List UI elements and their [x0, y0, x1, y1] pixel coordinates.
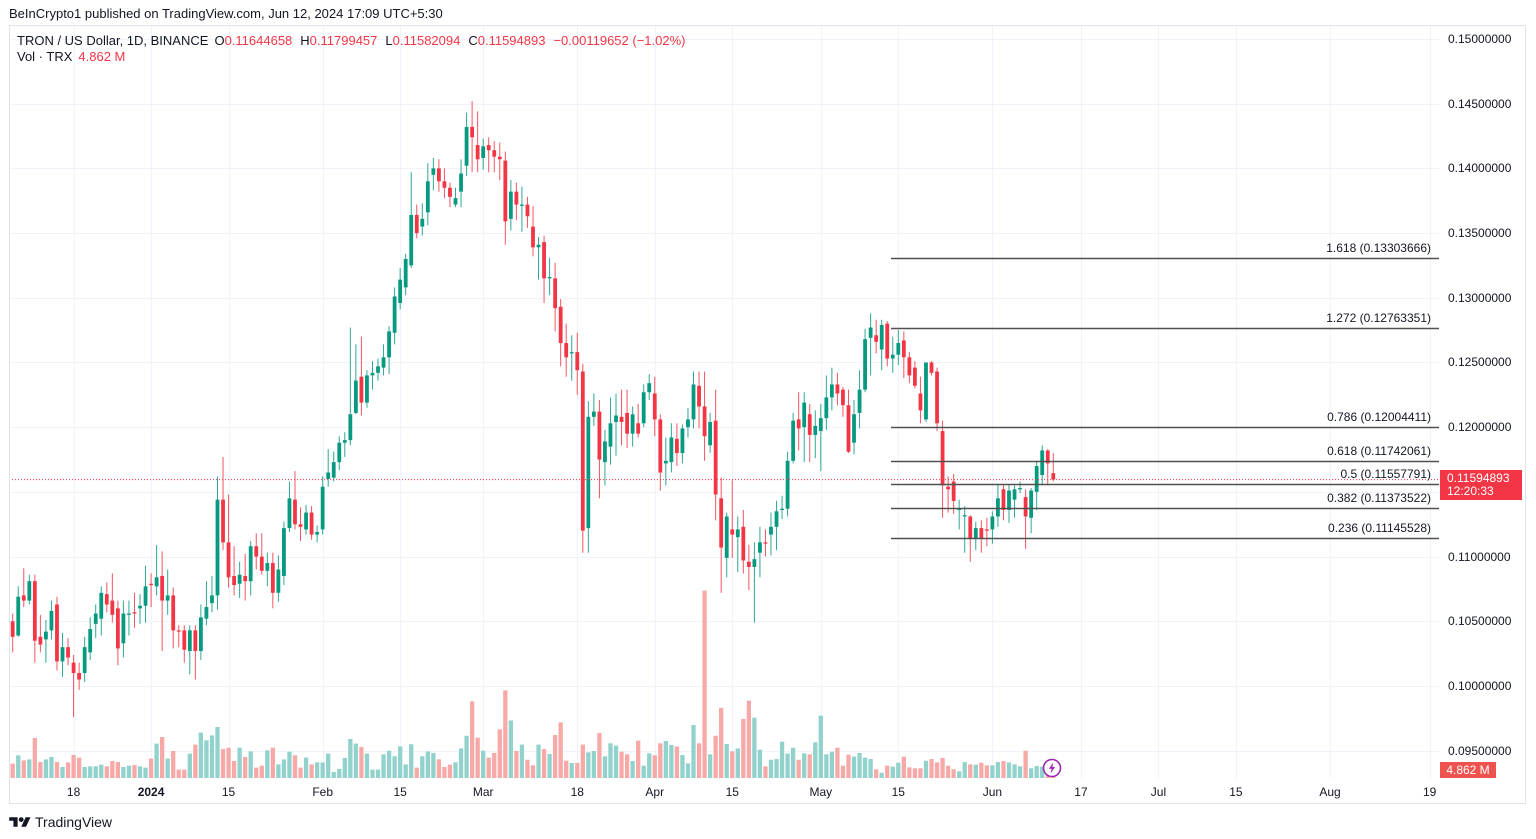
lightning-icon[interactable] [1042, 758, 1062, 778]
legend-open: O0.11644658 [214, 33, 292, 49]
last-price-value: 0.11594893 [1447, 471, 1510, 486]
time-axis-label: 15 [1229, 785, 1243, 799]
time-axis-label: Jun [982, 785, 1003, 799]
price-axis-label: 0.13000000 [1448, 290, 1512, 305]
time-axis-label: 17 [1074, 785, 1088, 799]
price-axis-label: 0.14000000 [1448, 161, 1512, 176]
time-axis-label: Apr [645, 785, 665, 799]
time-axis-label: 19 [1422, 785, 1437, 799]
time-axis-label: 15 [725, 785, 739, 799]
tradingview-brand-text: TradingView [35, 814, 113, 830]
bar-countdown: 12:20:33 [1447, 484, 1494, 499]
legend-low: L0.11582094 [385, 33, 460, 49]
time-axis[interactable]: 18 2024 15 Feb 15 Mar 18 Apr 15 May 15 Jun 17 Jul 15 Au… [9, 778, 1439, 804]
time-axis-label: 18 [570, 785, 584, 799]
fib-level-label: 1.272 (0.12763351) [1326, 310, 1431, 325]
time-axis-label: May [809, 785, 833, 799]
time-axis-label: 15 [221, 785, 236, 799]
chart-pane[interactable]: 1.618 (0.13303666) 1.272 (0.12763351) 0.78… [9, 26, 1439, 778]
legend-change: −0.00119652 (−1.02%) [553, 33, 686, 48]
legend-close-value: 0.11594893 [477, 33, 546, 48]
legend-volume-label[interactable]: Vol · TRX [17, 49, 73, 64]
legend-close-label: C [468, 33, 478, 48]
legend-low-label: L [385, 33, 393, 48]
time-axis-label: Feb [312, 785, 333, 799]
price-axis-label: 0.12000000 [1448, 420, 1512, 435]
price-axis-label: 0.09500000 [1448, 743, 1512, 758]
time-axis-label: Mar [472, 785, 494, 799]
price-axis-label: 0.13500000 [1448, 226, 1512, 241]
fib-level-label: 1.618 (0.13303666) [1326, 240, 1431, 255]
fib-level-label: 0.5 (0.11557791) [1340, 466, 1431, 481]
time-axis-label: 15 [891, 785, 905, 799]
price-axis-label: 0.15000000 [1448, 31, 1512, 46]
legend-open-label: O [214, 33, 225, 48]
legend-low-value: 0.11582094 [392, 33, 461, 48]
legend-close: C0.11594893 [468, 33, 545, 49]
legend-symbol[interactable]: TRON / US Dollar, 1D, BINANCE [17, 33, 209, 48]
tradingview-brand-link[interactable]: TradingView [9, 813, 112, 831]
legend-high-value: 0.11799457 [309, 33, 378, 48]
legend-volume-value: 4.862 M [78, 49, 126, 64]
fib-level-label: 0.236 (0.11145528) [1328, 520, 1431, 535]
price-axis[interactable]: 0.15000000 0.14500000 0.14000000 0.13500000… [1439, 26, 1526, 778]
fib-level-label: 0.618 (0.11742061) [1327, 443, 1431, 458]
price-axis-label: 0.10000000 [1448, 678, 1512, 693]
price-axis-label: 0.10500000 [1448, 614, 1512, 629]
legend-ohlc-row: TRON / US Dollar, 1D, BINANCE O0.1164465… [17, 33, 685, 49]
legend-high-label: H [300, 33, 310, 48]
time-axis-label: 18 [66, 785, 81, 799]
tradingview-logo-icon [9, 817, 31, 827]
time-axis-label: Aug [1319, 785, 1341, 799]
price-axis-label: 0.14500000 [1448, 96, 1512, 111]
fib-level-label: 0.786 (0.12004411) [1327, 409, 1431, 424]
fib-level-label: 0.382 (0.11373522) [1327, 490, 1431, 505]
time-axis-label: 15 [393, 785, 407, 799]
legend-high: H0.11799457 [300, 33, 377, 49]
legend-open-value: 0.11644658 [224, 33, 293, 48]
publish-info: BeInCrypto1 published on TradingView.com… [9, 6, 443, 21]
last-price-badge: 0.11594893 12:20:33 [1440, 470, 1522, 501]
volume-badge: 4.862 M [1440, 762, 1496, 778]
price-axis-label: 0.12500000 [1448, 355, 1512, 370]
time-axis-label: 2024 [137, 785, 165, 799]
legend: TRON / US Dollar, 1D, BINANCE O0.1164465… [17, 33, 685, 65]
time-axis-label: Jul [1150, 785, 1167, 799]
legend-volume-row: Vol · TRX 4.862 M [17, 49, 685, 65]
price-axis-label: 0.11000000 [1448, 549, 1511, 564]
